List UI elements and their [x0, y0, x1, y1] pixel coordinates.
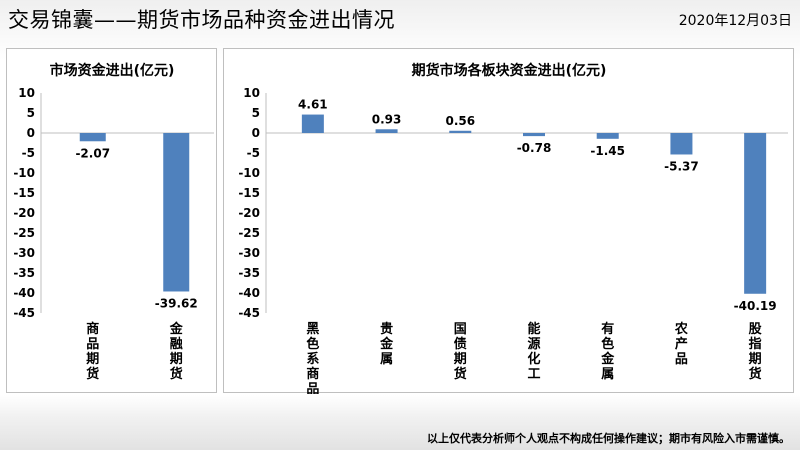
data-label: 4.61 — [298, 98, 328, 112]
chart-title: 期货市场各板块资金进出(亿元) — [412, 62, 607, 79]
data-label: -0.78 — [517, 141, 552, 155]
sector-flow-chart: 期货市场各板块资金进出(亿元) 10 5 0 -5 -10 -15 -20 -25 -30 -35 -… — [238, 62, 788, 394]
y-tick-label: -15 — [13, 186, 35, 200]
category-label: 债 — [454, 336, 467, 352]
category-label: 货 — [749, 366, 762, 382]
market-flow-chart-panel: 市场资金进出(亿元) 10 5 0 -5 -10 -15 -20 -25 -30 -35 -40 -45… — [6, 48, 217, 393]
bar — [449, 130, 472, 133]
category-label: 货 — [454, 366, 467, 382]
category-label: 属 — [601, 367, 614, 382]
category-label: 金 — [600, 351, 615, 367]
category-label: 贵 — [380, 321, 393, 337]
disclaimer-text: 以上仅代表分析师个人观点不构成任何操作建议；期市有风险入市需谨慎。 — [427, 432, 790, 445]
y-tick-label: -10 — [13, 166, 35, 180]
bar — [596, 133, 619, 139]
category-label: 品 — [86, 337, 99, 352]
y-tick-label: -45 — [13, 306, 35, 320]
category-label: 期 — [454, 352, 467, 367]
bar — [744, 133, 767, 294]
category-label: 色 — [306, 336, 319, 352]
data-label: -1.45 — [590, 144, 625, 158]
category-label: 品 — [306, 382, 319, 394]
category-label: 商 — [306, 366, 319, 382]
y-tick-label: -20 — [13, 206, 35, 220]
bar — [670, 133, 693, 155]
data-label: -39.62 — [155, 296, 198, 310]
category-label: 股 — [749, 322, 762, 337]
data-label: -2.07 — [75, 146, 110, 160]
y-tick-label: -25 — [238, 226, 260, 240]
category-label: 期 — [749, 352, 762, 367]
category-label: 金 — [379, 336, 394, 352]
category-label: 化 — [527, 351, 540, 367]
report-date: 2020年12月03日 — [678, 13, 792, 29]
y-tick-label: 10 — [243, 86, 260, 100]
category-label: 属 — [380, 352, 393, 367]
category-label: 能 — [527, 321, 540, 337]
y-tick-label: -40 — [13, 286, 35, 300]
category-label: 黑 — [306, 322, 319, 337]
y-tick-label: -45 — [238, 306, 260, 320]
category-label: 源 — [527, 336, 540, 352]
y-tick-label: -40 — [238, 286, 260, 300]
data-label: 0.93 — [372, 112, 402, 126]
category-label: 货 — [86, 366, 99, 382]
category-label: 货 — [170, 366, 183, 382]
bar — [523, 133, 545, 137]
y-tick-label: 10 — [18, 86, 35, 100]
category-label: 国 — [454, 322, 467, 337]
category-label: 色 — [601, 336, 614, 352]
category-label: 金 — [169, 321, 184, 337]
category-label: 农 — [674, 321, 688, 337]
y-tick-label: -5 — [247, 146, 260, 160]
y-tick-label: -20 — [238, 206, 260, 220]
bar — [79, 133, 106, 142]
y-tick-label: -30 — [238, 246, 260, 260]
y-tick-label: 5 — [27, 106, 35, 120]
market-flow-chart: 市场资金进出(亿元) 10 5 0 -5 -10 -15 -20 -25 -30 -35 -40 -45… — [13, 62, 214, 382]
y-tick-label: -35 — [13, 266, 35, 280]
y-tick-label: -35 — [238, 266, 260, 280]
category-label: 指 — [749, 336, 762, 352]
y-tick-label: -10 — [238, 166, 260, 180]
y-tick-label: -15 — [238, 186, 260, 200]
y-tick-label: -25 — [13, 226, 35, 240]
footer-background — [0, 395, 800, 450]
page-title: 交易锦囊——期货市场品种资金进出情况 — [8, 8, 395, 32]
category-label: 期 — [170, 352, 183, 367]
category-label: 融 — [170, 336, 183, 352]
bar — [375, 129, 398, 133]
sector-flow-chart-panel: 期货市场各板块资金进出(亿元) 10 5 0 -5 -10 -15 -20 -25 -30 -35 -… — [223, 48, 794, 394]
category-label: 产 — [675, 336, 688, 352]
bar — [163, 133, 190, 292]
y-tick-label: 0 — [252, 126, 260, 140]
y-tick-label: 5 — [252, 106, 260, 120]
category-label: 品 — [675, 352, 688, 367]
bar — [301, 114, 324, 133]
category-label: 工 — [527, 367, 540, 382]
category-label: 商 — [86, 321, 99, 337]
data-label: 0.56 — [445, 114, 475, 128]
y-tick-label: -5 — [22, 146, 35, 160]
y-tick-label: 0 — [27, 126, 35, 140]
y-tick-label: -30 — [13, 246, 35, 260]
chart-title: 市场资金进出(亿元) — [50, 62, 175, 79]
category-label: 有 — [601, 321, 614, 337]
category-label: 期 — [86, 352, 99, 367]
data-label: -5.37 — [664, 159, 699, 173]
data-label: -40.19 — [734, 299, 777, 313]
category-label: 系 — [306, 351, 319, 367]
